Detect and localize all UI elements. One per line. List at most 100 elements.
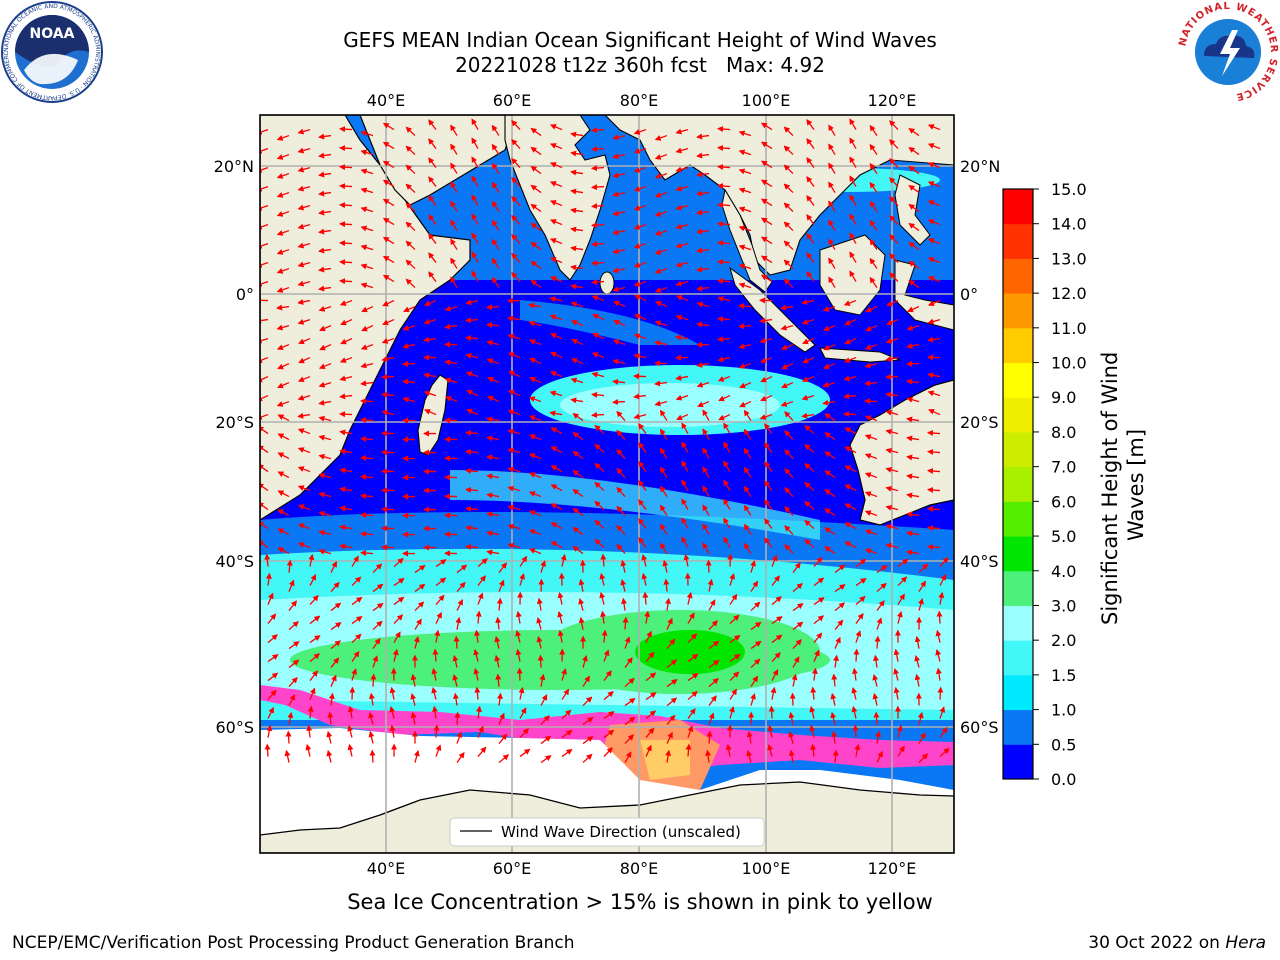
wind-arrow bbox=[612, 134, 626, 141]
wind-arrow bbox=[834, 619, 844, 630]
wind-arrow bbox=[360, 343, 374, 350]
wind-arrow bbox=[318, 510, 332, 517]
wind-arrow bbox=[801, 412, 815, 419]
lat-label: 60°S bbox=[215, 718, 254, 737]
wind-arrow bbox=[849, 270, 857, 282]
wind-arrow bbox=[641, 572, 648, 586]
wind-arrow bbox=[351, 616, 363, 625]
wind-arrow bbox=[686, 591, 693, 605]
wind-arrow bbox=[914, 655, 921, 668]
wind-arrow bbox=[511, 233, 521, 245]
wind-arrow bbox=[675, 280, 689, 287]
wind-arrow bbox=[309, 635, 321, 644]
wind-arrow bbox=[360, 263, 374, 270]
wind-arrow bbox=[696, 228, 710, 235]
wind-arrow bbox=[496, 692, 503, 706]
wind-arrow bbox=[360, 206, 374, 213]
wind-arrow bbox=[297, 412, 311, 419]
wind-arrow bbox=[834, 602, 846, 612]
wind-arrow bbox=[844, 503, 857, 511]
wind-arrow bbox=[360, 398, 374, 405]
wind-arrow bbox=[445, 396, 458, 403]
wind-arrow bbox=[675, 223, 689, 230]
wind-arrow bbox=[645, 744, 652, 757]
wind-arrow bbox=[507, 428, 521, 435]
wind-arrow bbox=[935, 649, 942, 662]
wind-arrow bbox=[885, 373, 899, 380]
wind-arrow bbox=[806, 233, 815, 244]
wind-arrow bbox=[869, 162, 878, 174]
wind-arrow bbox=[486, 473, 500, 480]
colorbar-segment bbox=[1003, 501, 1033, 537]
wind-arrow bbox=[806, 138, 815, 149]
wind-arrow bbox=[687, 653, 699, 663]
colorbar-segment bbox=[1003, 293, 1033, 329]
wind-arrow bbox=[368, 692, 375, 706]
wind-arrow bbox=[549, 390, 563, 397]
wind-arrow bbox=[781, 362, 794, 370]
wind-arrow bbox=[717, 164, 731, 170]
wind-arrow bbox=[435, 577, 447, 587]
wind-arrow bbox=[326, 749, 333, 763]
colorbar-segments bbox=[1003, 189, 1033, 780]
wind-arrow bbox=[519, 748, 531, 758]
wind-arrow bbox=[822, 305, 836, 312]
wind-arrow bbox=[743, 428, 752, 440]
colorbar-tick-label: 1.0 bbox=[1051, 701, 1076, 720]
wind-arrow bbox=[729, 593, 738, 605]
wind-arrow bbox=[743, 447, 752, 459]
wind-arrow bbox=[382, 141, 395, 150]
wind-arrow bbox=[264, 553, 271, 567]
wind-arrow bbox=[633, 147, 647, 154]
wind-arrow bbox=[414, 618, 422, 630]
wind-arrow bbox=[685, 743, 692, 757]
wind-arrow bbox=[393, 614, 404, 625]
wind-arrow bbox=[318, 415, 332, 422]
wind-arrow bbox=[557, 591, 564, 605]
wind-arrow bbox=[687, 690, 698, 701]
wind-arrow bbox=[622, 616, 629, 630]
wind-arrow bbox=[696, 381, 710, 388]
wind-arrow bbox=[591, 241, 605, 248]
wind-arrow bbox=[297, 166, 311, 173]
wind-arrow bbox=[665, 749, 672, 763]
wind-arrow bbox=[885, 337, 899, 344]
wind-arrow bbox=[885, 485, 899, 492]
wind-arrow bbox=[822, 399, 836, 406]
wind-arrow bbox=[681, 460, 689, 472]
wind-arrow bbox=[872, 692, 879, 706]
wind-arrow bbox=[702, 466, 710, 478]
wind-arrow bbox=[935, 667, 942, 681]
wind-arrow bbox=[908, 185, 920, 194]
wind-arrow bbox=[318, 171, 332, 178]
wind-arrow bbox=[549, 410, 563, 417]
wind-arrow bbox=[530, 279, 542, 289]
wind-arrow bbox=[339, 299, 353, 306]
wind-arrow bbox=[528, 472, 542, 479]
wind-arrow bbox=[806, 252, 815, 263]
wind-arrow bbox=[616, 524, 626, 536]
wind-arrow bbox=[783, 221, 794, 232]
wind-arrow bbox=[277, 433, 290, 441]
lat-label: 20°N bbox=[960, 157, 1000, 176]
wind-arrow bbox=[507, 352, 521, 359]
wind-arrow bbox=[654, 267, 668, 274]
wind-arrow bbox=[435, 594, 445, 605]
lat-label: 20°N bbox=[214, 157, 254, 176]
wind-arrow bbox=[284, 749, 291, 763]
wind-arrow bbox=[681, 479, 689, 491]
wind-arrow bbox=[428, 214, 437, 225]
wind-arrow bbox=[428, 252, 437, 263]
wind-arrow bbox=[474, 629, 481, 643]
wind-arrow bbox=[760, 160, 773, 169]
wind-arrow bbox=[393, 596, 405, 606]
date-text: 30 Oct 2022 on bbox=[1088, 933, 1220, 953]
wind-arrow bbox=[549, 219, 563, 226]
wind-arrow bbox=[681, 498, 689, 510]
wind-arrow bbox=[927, 487, 941, 493]
wind-arrow bbox=[297, 147, 311, 154]
wind-arrow bbox=[260, 426, 269, 435]
wind-arrow bbox=[297, 261, 311, 268]
wind-arrow bbox=[370, 673, 377, 687]
wind-arrow bbox=[764, 499, 773, 510]
